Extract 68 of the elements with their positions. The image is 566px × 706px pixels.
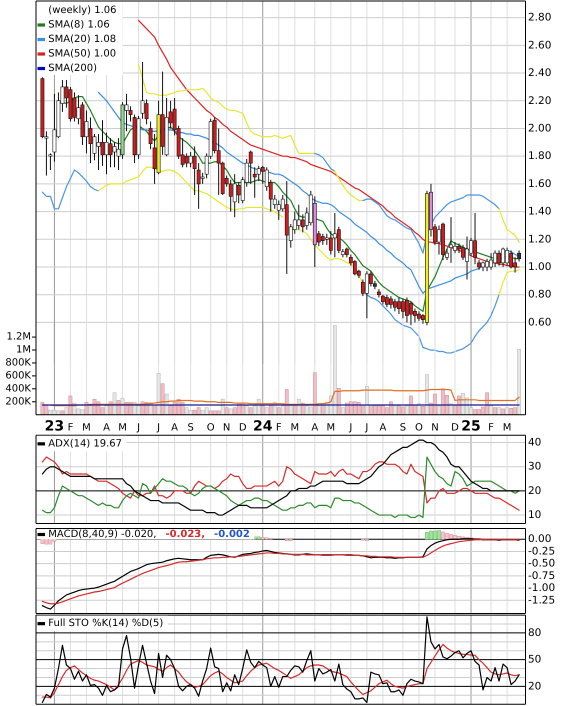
x-tick-label: M: [118, 422, 127, 434]
x-tick-label: M: [82, 422, 91, 434]
x-tick-label: S: [187, 422, 194, 434]
legend-title: (weekly) 1.06: [48, 5, 117, 16]
x-tick-label: 24: [252, 418, 273, 435]
x-tick-label: D: [451, 422, 460, 434]
y-tick-label: -0.75: [528, 570, 556, 582]
y-tick-label: 1.40: [528, 206, 552, 218]
y-tick-label: 2.40: [528, 67, 552, 80]
x-tick-label: A: [311, 422, 318, 434]
x-tick-label: N: [222, 422, 230, 434]
y-tick-label: 10: [528, 509, 542, 522]
legend-label: SMA(50) 1.00: [48, 48, 116, 60]
y-tick-label: 0.60: [528, 316, 552, 328]
y-tick-label: -0.25: [528, 545, 556, 558]
y-tick-label: 80: [528, 626, 542, 639]
x-tick-label: O: [415, 422, 424, 434]
x-tick-label: F: [68, 422, 74, 434]
x-tick-label: F: [276, 422, 282, 434]
y-tick-label: 2.00: [528, 122, 552, 134]
y-tick-label: 1M: [16, 344, 31, 356]
x-tick-label: S: [400, 422, 406, 434]
y-tick-label: -1.25: [528, 594, 556, 606]
x-tick-label: M: [326, 422, 336, 434]
y-tick-label: -0.50: [528, 558, 556, 570]
x-tick-label: N: [431, 422, 439, 434]
legend-label: Full STO %K(14) %D(5): [48, 618, 164, 630]
y-tick-label: 0.00: [528, 533, 552, 546]
x-tick-label: D: [238, 422, 247, 434]
y-tick-label: 30: [528, 460, 542, 473]
x-tick-label: A: [103, 422, 110, 434]
x-tick-label: O: [206, 422, 215, 434]
legend-label: SMA(200): [48, 63, 98, 74]
y-tick-label: 400K: [5, 383, 32, 394]
x-tick-label: A: [379, 422, 386, 434]
x-tick-label: 23: [44, 418, 64, 435]
legend-label: SMA(8) 1.06: [48, 20, 110, 30]
legend-label: ADX(14) 19.67: [48, 438, 122, 450]
x-tick-label: J: [364, 422, 368, 434]
x-tick-label: M: [502, 422, 512, 434]
y-tick-label: 1.80: [528, 150, 552, 162]
x-tick-label: F: [488, 422, 494, 434]
y-tick-label: 200K: [5, 396, 32, 408]
x-tick-label: 25: [461, 418, 481, 435]
annotation: -0.002: [214, 529, 250, 540]
y-tick-label: 1.60: [528, 178, 552, 190]
y-tick-label: 50: [528, 654, 542, 666]
series-label: -0.023,: [165, 529, 206, 540]
x-tick-label: A: [171, 422, 178, 434]
y-tick-label: 2.60: [528, 39, 552, 52]
y-tick-label: 1.2M: [6, 332, 31, 343]
y-tick-label: 1.20: [528, 233, 552, 246]
x-tick-label: J: [136, 422, 140, 434]
x-tick-label: J: [156, 422, 160, 434]
x-tick-label: M: [290, 422, 300, 434]
y-tick-label: 20: [528, 484, 542, 497]
y-tick-label: 600K: [5, 370, 32, 382]
legend-label: SMA(20) 1.08: [48, 34, 116, 45]
x-tick-label: J: [348, 422, 352, 434]
legend-label: MACD(8,40,9) -0.020,: [48, 529, 156, 540]
y-tick-label: 40: [528, 436, 542, 449]
y-tick-label: 1.00: [528, 261, 552, 274]
y-tick-label: -1.00: [528, 582, 556, 594]
y-tick-label: 0.80: [528, 288, 552, 301]
y-tick-label: 800K: [5, 357, 32, 368]
y-tick-label: 20: [528, 680, 542, 692]
y-tick-label: 2.20: [528, 94, 552, 107]
y-tick-label: 2.80: [528, 12, 552, 24]
